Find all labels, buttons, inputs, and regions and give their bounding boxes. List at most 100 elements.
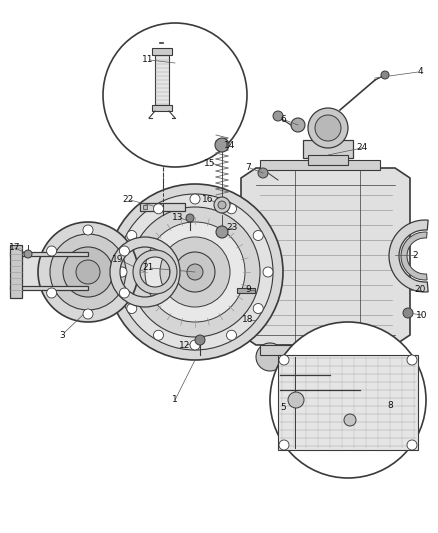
Circle shape xyxy=(279,355,289,365)
Text: 4: 4 xyxy=(417,68,423,77)
Circle shape xyxy=(344,414,356,426)
Text: 22: 22 xyxy=(122,196,134,205)
Circle shape xyxy=(190,194,200,204)
Circle shape xyxy=(315,115,341,141)
Text: 8: 8 xyxy=(387,400,393,409)
Circle shape xyxy=(120,288,129,298)
Circle shape xyxy=(46,246,57,256)
Circle shape xyxy=(145,222,245,322)
Circle shape xyxy=(273,111,283,121)
Circle shape xyxy=(117,194,273,350)
Circle shape xyxy=(83,309,93,319)
Circle shape xyxy=(160,237,230,307)
Circle shape xyxy=(190,340,200,350)
Circle shape xyxy=(186,214,194,222)
Polygon shape xyxy=(280,345,380,368)
Text: 16: 16 xyxy=(202,196,214,205)
Circle shape xyxy=(256,343,284,371)
Wedge shape xyxy=(389,220,428,292)
Bar xyxy=(260,345,380,355)
Circle shape xyxy=(120,246,129,256)
Circle shape xyxy=(153,204,163,214)
Text: 15: 15 xyxy=(204,158,216,167)
Circle shape xyxy=(175,252,215,292)
Bar xyxy=(152,48,172,55)
Bar xyxy=(155,50,169,105)
Circle shape xyxy=(291,118,305,132)
Text: 9: 9 xyxy=(245,286,251,295)
Bar xyxy=(303,140,353,158)
Text: 19: 19 xyxy=(112,255,124,264)
Text: 1: 1 xyxy=(172,395,178,405)
Bar xyxy=(308,155,348,165)
Wedge shape xyxy=(133,250,177,294)
Wedge shape xyxy=(401,232,427,280)
Circle shape xyxy=(226,204,237,214)
Circle shape xyxy=(195,335,205,345)
Circle shape xyxy=(403,308,413,318)
Circle shape xyxy=(270,322,426,478)
Circle shape xyxy=(223,246,243,266)
Polygon shape xyxy=(10,256,88,286)
Circle shape xyxy=(279,440,289,450)
Circle shape xyxy=(253,303,263,313)
Bar xyxy=(237,288,255,293)
Circle shape xyxy=(107,184,283,360)
Circle shape xyxy=(38,222,138,322)
Text: 21: 21 xyxy=(142,263,154,272)
Circle shape xyxy=(24,250,32,258)
Circle shape xyxy=(83,225,93,235)
Circle shape xyxy=(226,330,237,340)
Polygon shape xyxy=(10,245,22,298)
Polygon shape xyxy=(10,252,88,256)
Text: 20: 20 xyxy=(414,286,426,295)
Circle shape xyxy=(263,267,273,277)
Circle shape xyxy=(50,234,126,310)
Circle shape xyxy=(46,288,57,298)
Text: 13: 13 xyxy=(172,214,184,222)
Circle shape xyxy=(216,226,228,238)
Circle shape xyxy=(308,108,348,148)
Circle shape xyxy=(63,247,113,297)
Polygon shape xyxy=(10,286,88,290)
Circle shape xyxy=(130,207,260,337)
Text: 2: 2 xyxy=(412,251,418,260)
Bar xyxy=(140,203,185,211)
Polygon shape xyxy=(241,168,410,345)
Circle shape xyxy=(153,330,163,340)
Bar xyxy=(152,105,172,111)
Circle shape xyxy=(214,197,230,213)
Circle shape xyxy=(215,138,229,152)
Text: 11: 11 xyxy=(142,55,154,64)
Text: 18: 18 xyxy=(242,316,254,325)
Circle shape xyxy=(288,392,304,408)
Circle shape xyxy=(407,355,417,365)
Text: 5: 5 xyxy=(280,403,286,413)
Circle shape xyxy=(258,168,268,178)
Circle shape xyxy=(76,260,100,284)
Text: 10: 10 xyxy=(416,311,428,319)
Circle shape xyxy=(407,440,417,450)
Polygon shape xyxy=(225,245,241,268)
Wedge shape xyxy=(110,237,180,307)
Circle shape xyxy=(103,23,247,167)
Circle shape xyxy=(373,345,397,369)
Circle shape xyxy=(187,264,203,280)
Circle shape xyxy=(381,71,389,79)
Text: 3: 3 xyxy=(59,330,65,340)
Bar xyxy=(143,205,147,209)
Circle shape xyxy=(253,230,263,240)
Bar xyxy=(260,160,380,170)
Text: 7: 7 xyxy=(245,164,251,173)
Text: 12: 12 xyxy=(179,341,191,350)
Circle shape xyxy=(127,303,137,313)
Text: 6: 6 xyxy=(280,116,286,125)
Bar xyxy=(278,355,418,450)
Text: 17: 17 xyxy=(9,244,21,253)
Text: 23: 23 xyxy=(226,223,238,232)
Text: 24: 24 xyxy=(357,143,367,152)
Circle shape xyxy=(218,201,226,209)
Circle shape xyxy=(117,267,127,277)
Text: 14: 14 xyxy=(224,141,236,149)
Circle shape xyxy=(127,230,137,240)
